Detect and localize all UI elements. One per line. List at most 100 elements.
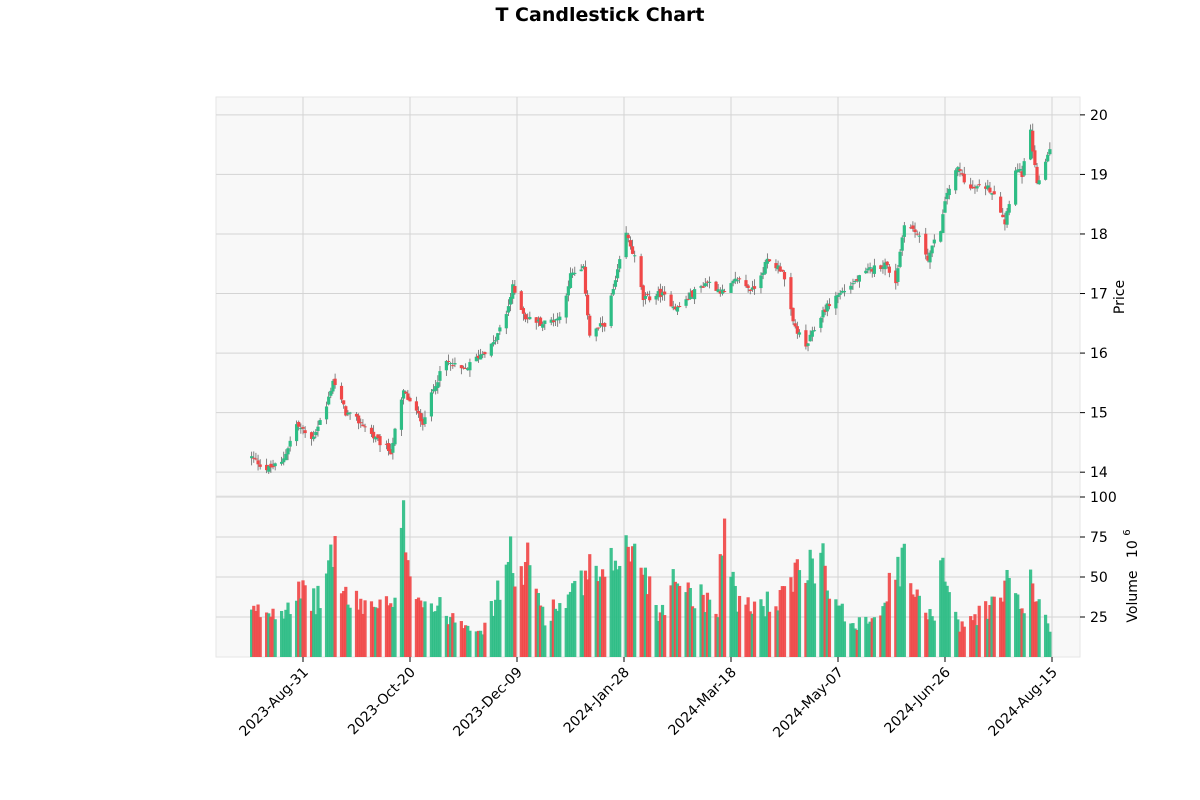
volume-bar [645, 594, 650, 657]
volume-bar [823, 565, 827, 657]
candle-body [913, 229, 917, 233]
price-tick-label: 14 [1090, 465, 1108, 481]
candle-body [1033, 150, 1037, 166]
volume-bar [573, 580, 577, 657]
volume-bar [1014, 593, 1018, 657]
candle-body [941, 214, 945, 233]
volume-bar [271, 608, 275, 657]
volume-bar [894, 579, 898, 657]
volume-bar [900, 547, 904, 657]
volume-bar [703, 612, 707, 657]
volume-bar [825, 590, 829, 657]
volume-bar [491, 615, 496, 657]
volume-bar [748, 611, 752, 657]
volume-bar [498, 599, 502, 657]
candle-body [594, 328, 598, 337]
candle-body [641, 285, 645, 301]
volume-bar [853, 628, 857, 657]
volume-bar [842, 621, 847, 657]
volume-bar [902, 543, 906, 657]
candle-body [639, 256, 643, 288]
volume-bar [393, 597, 397, 657]
volume-bar [258, 617, 262, 657]
volume-bar [804, 582, 808, 657]
candle-body [975, 186, 979, 189]
volume-bar [344, 586, 348, 657]
candle-body [393, 428, 397, 445]
volume-bar [342, 590, 346, 657]
volume-bar [932, 620, 936, 657]
candle-body [346, 412, 350, 415]
candle-body [705, 281, 710, 283]
volume-bar [299, 598, 303, 657]
candle-body [752, 286, 757, 289]
volume-bar [419, 600, 423, 657]
candle-body [284, 453, 288, 461]
volume-bar [819, 552, 823, 657]
x-tick-label: 2024-Jan-28 [561, 665, 633, 737]
candle-body [468, 362, 472, 371]
candle-body [327, 396, 331, 405]
candle-body [825, 303, 829, 312]
volume-bar [720, 555, 725, 657]
volume-bar [476, 630, 481, 657]
volume-bar [615, 569, 620, 657]
volume-bar [327, 560, 331, 657]
candle-body [767, 259, 772, 262]
candle-body [506, 306, 511, 313]
candle-body [748, 289, 752, 291]
candle-body [969, 184, 973, 189]
candle-body [789, 277, 793, 310]
candle-body [909, 227, 913, 229]
candle-body [489, 343, 493, 356]
volume-bar [541, 606, 545, 657]
volume-bar [438, 597, 442, 657]
candle-body [990, 193, 994, 195]
volume-bar [494, 599, 498, 657]
volume-bar [564, 608, 568, 657]
candle-body [849, 285, 853, 290]
candle-body [633, 255, 637, 257]
price-panel [215, 96, 1081, 497]
volume-bar [446, 624, 451, 657]
candle-body [645, 294, 650, 296]
candle-body [564, 295, 568, 318]
candle-body [624, 232, 628, 258]
volume-bar [954, 611, 958, 657]
volume-axis: 25 50 75 100 [1080, 490, 1117, 626]
candle-body [663, 291, 667, 295]
candle-body [568, 273, 573, 288]
volume-tick-label: 25 [1090, 610, 1108, 626]
volume-bar [633, 543, 637, 657]
volume-bar [374, 607, 378, 657]
candle-body [716, 289, 720, 293]
volume-bar [594, 565, 598, 657]
candle-body [992, 191, 996, 195]
candle-body [282, 458, 286, 463]
volume-bar [988, 605, 992, 657]
volume-bar [868, 621, 872, 657]
volume-bar [583, 570, 588, 657]
volume-bar [464, 625, 468, 657]
volume-bar [693, 608, 697, 657]
candle-body [834, 295, 838, 309]
x-tick-label: 2024-Jun-26 [882, 664, 954, 736]
candle-body [541, 324, 545, 328]
volume-bar [461, 628, 466, 657]
candle-body [881, 267, 885, 269]
candle-body [750, 287, 754, 290]
volume-bar [797, 570, 802, 657]
volume-bar [571, 583, 575, 657]
candle-body [479, 354, 483, 360]
volume-bar [1031, 583, 1035, 657]
candle-body [265, 464, 269, 471]
candle-body [793, 323, 797, 327]
volume-bar [1037, 599, 1041, 657]
candle-body [451, 365, 455, 367]
candle-body [917, 235, 921, 237]
volume-bar [780, 586, 784, 657]
volume-bar [318, 608, 322, 657]
volume-bar [909, 583, 913, 657]
volume-bar [1016, 594, 1020, 657]
volume-bar [414, 599, 419, 657]
